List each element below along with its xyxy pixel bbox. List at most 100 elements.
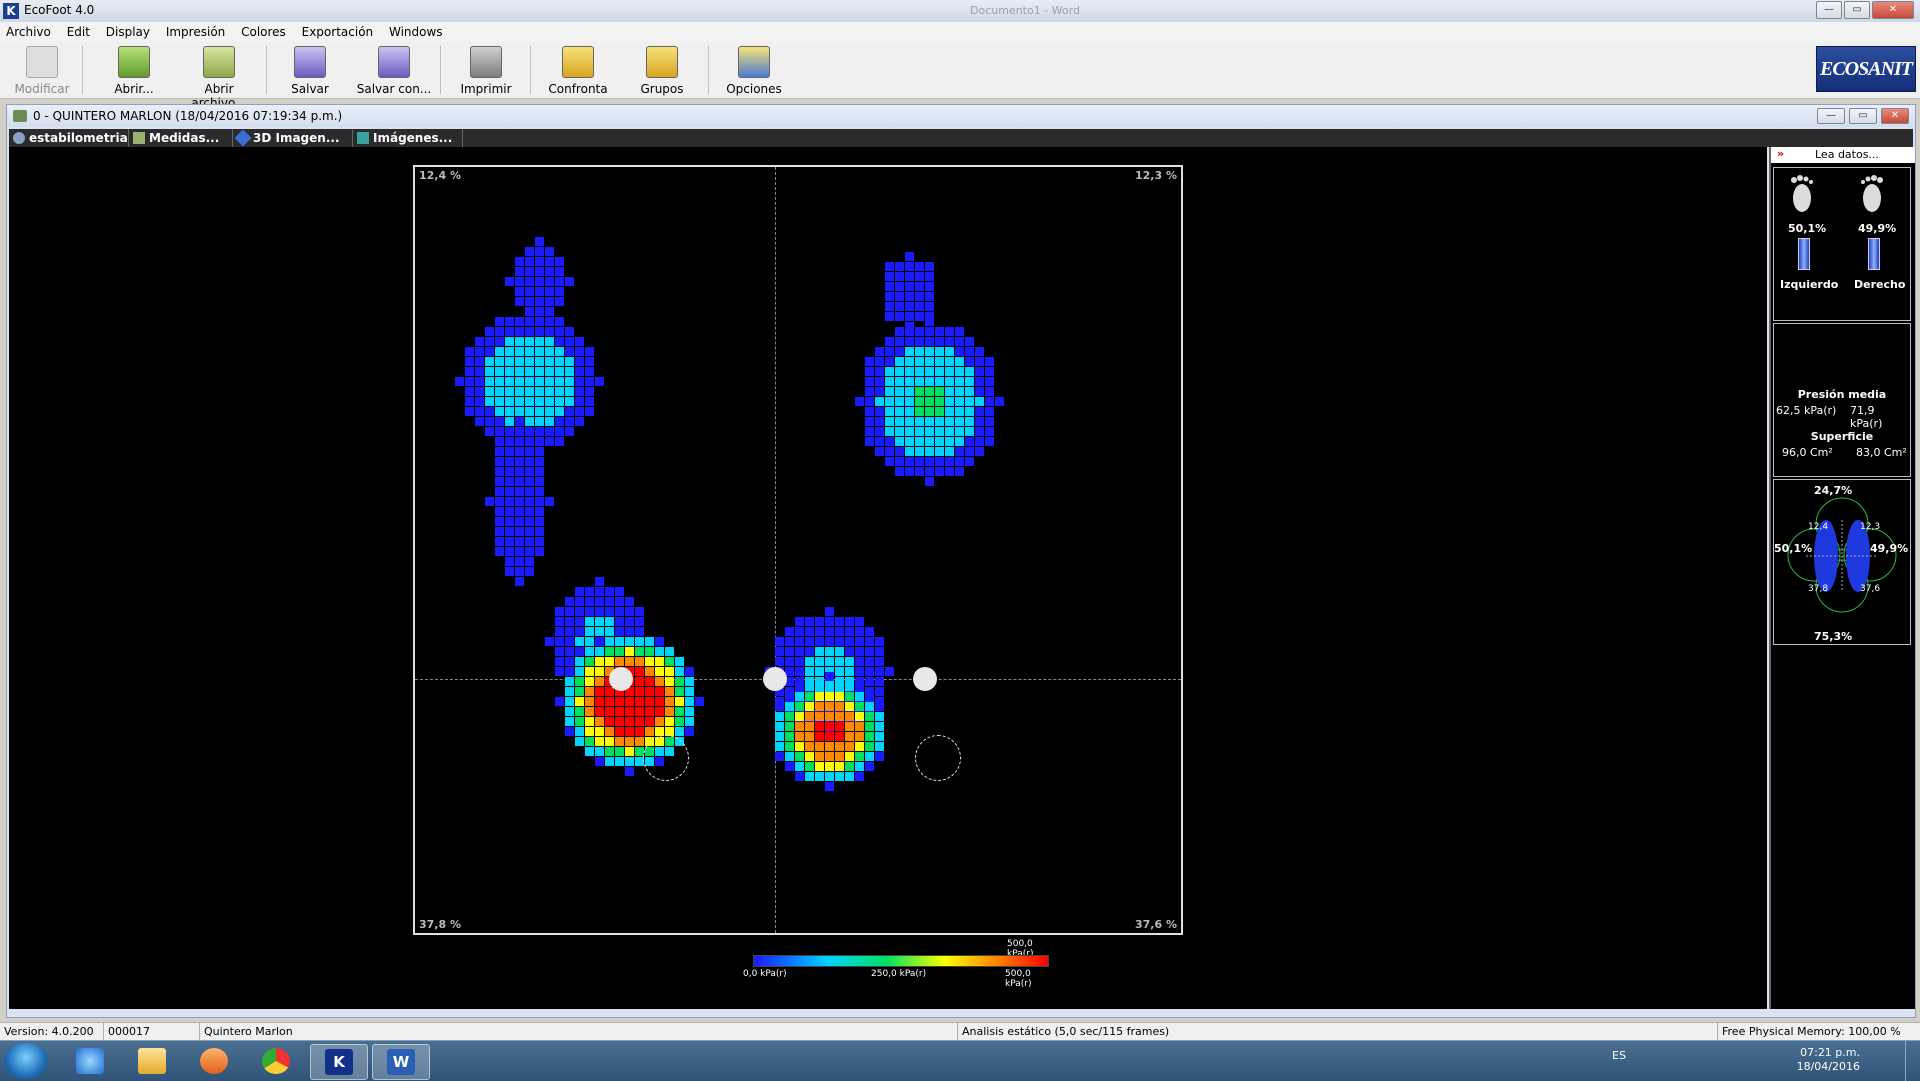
pressure-cell <box>805 697 814 706</box>
expand-arrows-icon[interactable]: » <box>1777 147 1785 160</box>
pressure-cell <box>945 357 954 366</box>
pressure-cell <box>775 732 784 741</box>
taskbar-word[interactable]: W <box>372 1044 430 1080</box>
tab-estabilometria[interactable]: estabilometria <box>9 129 129 147</box>
taskbar-media-player[interactable] <box>186 1044 242 1078</box>
pressure-cell <box>925 407 934 416</box>
pressure-cell <box>525 317 534 326</box>
taskbar-chrome[interactable] <box>248 1044 304 1078</box>
pressure-cell <box>845 717 854 726</box>
pressure-cell <box>545 437 554 446</box>
doc-close-button[interactable]: ✕ <box>1881 108 1909 124</box>
quadrant-bottom-right-pct: 37,6 % <box>1135 918 1177 931</box>
pressure-cell <box>805 677 814 686</box>
pressure-cell <box>955 327 964 336</box>
pressure-cell <box>675 697 684 706</box>
pressure-cell <box>935 367 944 376</box>
pressure-cell <box>845 682 854 691</box>
doc-maximize-button[interactable]: ▭ <box>1849 108 1877 124</box>
close-button[interactable]: ✕ <box>1872 1 1914 19</box>
pressure-cell <box>515 357 524 366</box>
right-center-of-pressure-dot[interactable] <box>913 667 937 691</box>
show-desktop-button[interactable] <box>1905 1041 1920 1081</box>
maximize-button[interactable]: ▭ <box>1844 1 1870 19</box>
left-center-of-pressure-dot[interactable] <box>609 667 633 691</box>
pressure-cell <box>905 447 914 456</box>
pressure-cell <box>895 337 904 346</box>
minimize-button[interactable]: — <box>1816 1 1842 19</box>
pressure-cell <box>825 647 834 656</box>
pressure-cell <box>905 327 914 336</box>
pressure-cell <box>615 727 624 736</box>
pressure-cell <box>575 667 584 676</box>
taskbar-explorer[interactable] <box>124 1044 180 1078</box>
start-button[interactable] <box>4 1043 48 1079</box>
language-indicator[interactable]: ES <box>1612 1049 1626 1062</box>
global-center-of-pressure-dot[interactable] <box>763 667 787 691</box>
clock-date: 18/04/2016 <box>1796 1060 1860 1073</box>
pressure-plot[interactable]: 12,4 % 12,3 % 37,8 % 37,6 % <box>413 165 1183 935</box>
pressure-cell <box>495 377 504 386</box>
taskbar-ecofoot[interactable]: K <box>310 1044 368 1080</box>
opciones-button[interactable]: Opciones <box>722 44 786 96</box>
abrir-archivo-button[interactable]: Abrir archivo... <box>176 44 262 110</box>
pressure-cell <box>955 427 964 436</box>
pressure-cell <box>595 597 604 606</box>
pressure-cell <box>815 732 824 741</box>
pressure-cell <box>555 317 564 326</box>
tab-3d-imagen[interactable]: 3D Imagen... <box>233 129 353 147</box>
salvar-con-button[interactable]: Salvar con... <box>356 44 432 96</box>
pressure-cell <box>875 367 884 376</box>
pressure-cell <box>595 647 604 656</box>
menu-display[interactable]: Display <box>105 25 150 39</box>
pressure-cell <box>865 407 874 416</box>
tab-medidas[interactable]: Medidas... <box>129 129 233 147</box>
doc-minimize-button[interactable]: — <box>1817 108 1845 124</box>
modificar-button[interactable]: Modificar <box>14 44 70 96</box>
pressure-cell <box>915 337 924 346</box>
pressure-cell <box>855 752 864 761</box>
pressure-cell <box>525 477 534 486</box>
pressure-cell <box>495 437 504 446</box>
pressure-cell <box>565 717 574 726</box>
pressure-cell <box>525 257 534 266</box>
pressure-cell <box>925 292 934 301</box>
pressure-cell <box>545 497 554 506</box>
confronta-button[interactable]: Confronta <box>546 44 610 96</box>
menu-archivo[interactable]: Archivo <box>6 25 51 39</box>
pressure-cell <box>895 357 904 366</box>
menu-impresion[interactable]: Impresión <box>165 25 226 39</box>
pressure-cell <box>555 417 564 426</box>
pressure-cell <box>525 437 534 446</box>
imprimir-button[interactable]: Imprimir <box>458 44 514 96</box>
salvar-button[interactable]: Salvar <box>282 44 338 96</box>
abrir-button[interactable]: Abrir... <box>104 44 164 96</box>
pressure-cell <box>885 457 894 466</box>
pressure-cell <box>955 397 964 406</box>
pressure-cell <box>895 397 904 406</box>
menu-colores[interactable]: Colores <box>241 25 286 39</box>
pressure-cell <box>895 377 904 386</box>
menu-exportacion[interactable]: Exportación <box>301 25 374 39</box>
pressure-cell <box>905 252 914 261</box>
lea-datos-header[interactable]: » Lea datos... <box>1771 147 1915 163</box>
pressure-cell <box>835 712 844 721</box>
grupos-button[interactable]: Grupos <box>634 44 690 96</box>
pressure-cell <box>605 707 614 716</box>
menu-windows[interactable]: Windows <box>388 25 443 39</box>
pressure-cell <box>825 607 834 616</box>
pressure-cell <box>615 597 624 606</box>
pressure-cell <box>855 742 864 751</box>
pressure-cell <box>895 407 904 416</box>
pressure-cell <box>535 547 544 556</box>
pressure-cell <box>535 327 544 336</box>
pressure-cell <box>815 772 824 781</box>
tab-imagenes[interactable]: Imágenes... <box>353 129 463 147</box>
pressure-cell <box>805 682 814 691</box>
quadrant-top-right-pct: 12,3 % <box>1135 169 1177 182</box>
menu-edit[interactable]: Edit <box>66 25 90 39</box>
pressure-cell <box>905 387 914 396</box>
clock[interactable]: 07:21 p.m. 18/04/2016 <box>1797 1046 1860 1074</box>
taskbar-ie[interactable] <box>62 1044 118 1078</box>
document-title-bar: 0 - QUINTERO MARLON (18/04/2016 07:19:34… <box>7 105 1915 127</box>
